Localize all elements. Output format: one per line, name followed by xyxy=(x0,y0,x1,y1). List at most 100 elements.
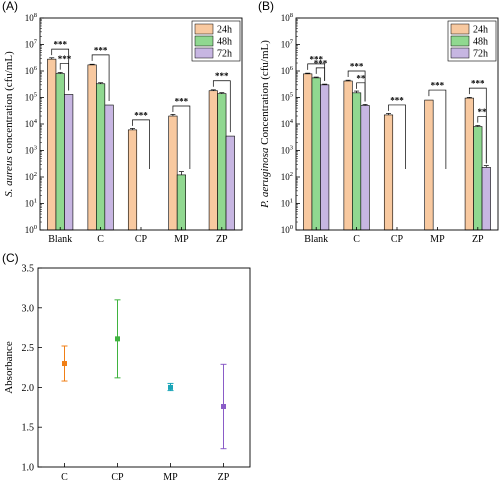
x-tick-label: C xyxy=(353,234,360,245)
legend-swatch xyxy=(194,35,214,47)
significance-bracket xyxy=(356,82,366,102)
y-tick-label: 102 xyxy=(281,171,293,182)
x-tick-label: MP xyxy=(174,234,189,245)
bar xyxy=(352,92,362,231)
legend-label: 48h xyxy=(217,37,232,48)
bar xyxy=(383,114,394,231)
y-tick-label: 105 xyxy=(281,92,293,103)
x-tick-label: Blank xyxy=(304,234,328,245)
legend-swatch xyxy=(194,47,214,59)
bar xyxy=(168,115,178,231)
x-tick-label: ZP xyxy=(472,234,484,245)
bar xyxy=(47,58,57,231)
significance-label: *** xyxy=(58,54,72,64)
significance-bracket xyxy=(315,67,326,81)
bar xyxy=(217,93,227,231)
legend-label: 72h xyxy=(473,49,488,60)
significance-label: ** xyxy=(356,73,366,83)
panel-label: (B) xyxy=(258,0,274,13)
y-tick-label: 3.0 xyxy=(22,303,35,314)
significance-bracket xyxy=(132,119,150,170)
significance-label: *** xyxy=(390,95,404,105)
y-tick-label: 106 xyxy=(281,65,294,76)
legend-swatch xyxy=(450,47,470,59)
bar xyxy=(208,90,218,231)
significance-bracket xyxy=(59,63,70,91)
x-tick-label: CP xyxy=(111,472,124,483)
x-tick-label: C xyxy=(97,234,104,245)
bar xyxy=(55,73,65,231)
x-tick-label: MP xyxy=(163,472,178,483)
significance-label: *** xyxy=(350,61,364,71)
x-tick-label: ZP xyxy=(218,472,230,483)
significance-label: *** xyxy=(215,71,229,81)
significance-label: *** xyxy=(175,97,189,107)
bar xyxy=(320,84,330,231)
data-point xyxy=(62,361,67,367)
y-tick-label: 104 xyxy=(25,118,38,129)
y-tick-label: 103 xyxy=(25,145,37,156)
y-tick-label: 108 xyxy=(25,12,37,23)
bar xyxy=(303,73,313,231)
bar xyxy=(96,83,106,231)
y-tick-label: 108 xyxy=(281,12,293,23)
bar xyxy=(87,64,97,231)
x-tick-label: MP xyxy=(430,234,445,245)
significance-bracket xyxy=(91,54,110,102)
data-point xyxy=(221,404,226,410)
x-tick-label: C xyxy=(61,472,68,483)
y-tick-label: 102 xyxy=(25,171,37,182)
legend-label: 72h xyxy=(217,49,232,60)
legend-label: 24h xyxy=(473,25,488,36)
y-tick-label: 1.0 xyxy=(22,463,35,474)
y-tick-label: 107 xyxy=(25,39,38,50)
bar xyxy=(464,97,474,231)
x-tick-label: ZP xyxy=(216,234,228,245)
bar xyxy=(104,104,114,231)
bar xyxy=(127,129,138,231)
bar xyxy=(360,105,370,231)
data-point xyxy=(168,384,173,390)
significance-label: *** xyxy=(431,81,445,91)
bar xyxy=(64,94,74,231)
significance-bracket xyxy=(428,89,447,170)
bar xyxy=(481,167,491,231)
y-tick-label: 106 xyxy=(25,65,38,76)
y-tick-label: 100 xyxy=(281,224,293,235)
significance-label: *** xyxy=(309,54,323,64)
significance-bracket xyxy=(172,105,191,170)
y-tick-label: 100 xyxy=(25,224,37,235)
y-tick-label: 1.5 xyxy=(22,423,35,434)
x-tick-label: CP xyxy=(391,234,404,245)
significance-bracket xyxy=(388,104,406,170)
y-axis-label: Absorbance xyxy=(3,341,15,394)
legend-swatch xyxy=(450,23,470,35)
data-point xyxy=(115,336,120,342)
significance-label: *** xyxy=(94,45,108,55)
bar xyxy=(343,80,353,231)
legend-label: 24h xyxy=(217,25,232,36)
bar xyxy=(176,174,186,231)
legend-swatch xyxy=(450,35,470,47)
y-tick-label: 105 xyxy=(25,92,37,103)
y-tick-label: 107 xyxy=(281,39,294,50)
y-axis-label: S. aureus concentration (cfu/mL) xyxy=(3,51,15,197)
significance-label: *** xyxy=(471,79,485,89)
chart-panel-c: (C) 1.0 1.5 2.0 2.5 3.0 3.5 C CP MP ZP Absorbance xyxy=(2,251,251,483)
legend-label: 48h xyxy=(473,37,488,48)
x-tick-label: CP xyxy=(135,234,148,245)
y-tick-label: 2.0 xyxy=(22,383,35,394)
y-tick-label: 3.5 xyxy=(22,264,35,275)
y-tick-label: 104 xyxy=(281,118,294,129)
y-axis-label: P. aeruginosa Concentration (cfu/mL) xyxy=(259,40,271,209)
significance-label: *** xyxy=(53,40,67,50)
significance-bracket xyxy=(212,80,231,133)
panel-label: (C) xyxy=(2,251,19,265)
bar xyxy=(424,99,434,231)
plot-frame xyxy=(37,267,251,468)
bar xyxy=(225,135,235,231)
significance-label: ** xyxy=(478,107,488,117)
bar xyxy=(311,77,321,231)
